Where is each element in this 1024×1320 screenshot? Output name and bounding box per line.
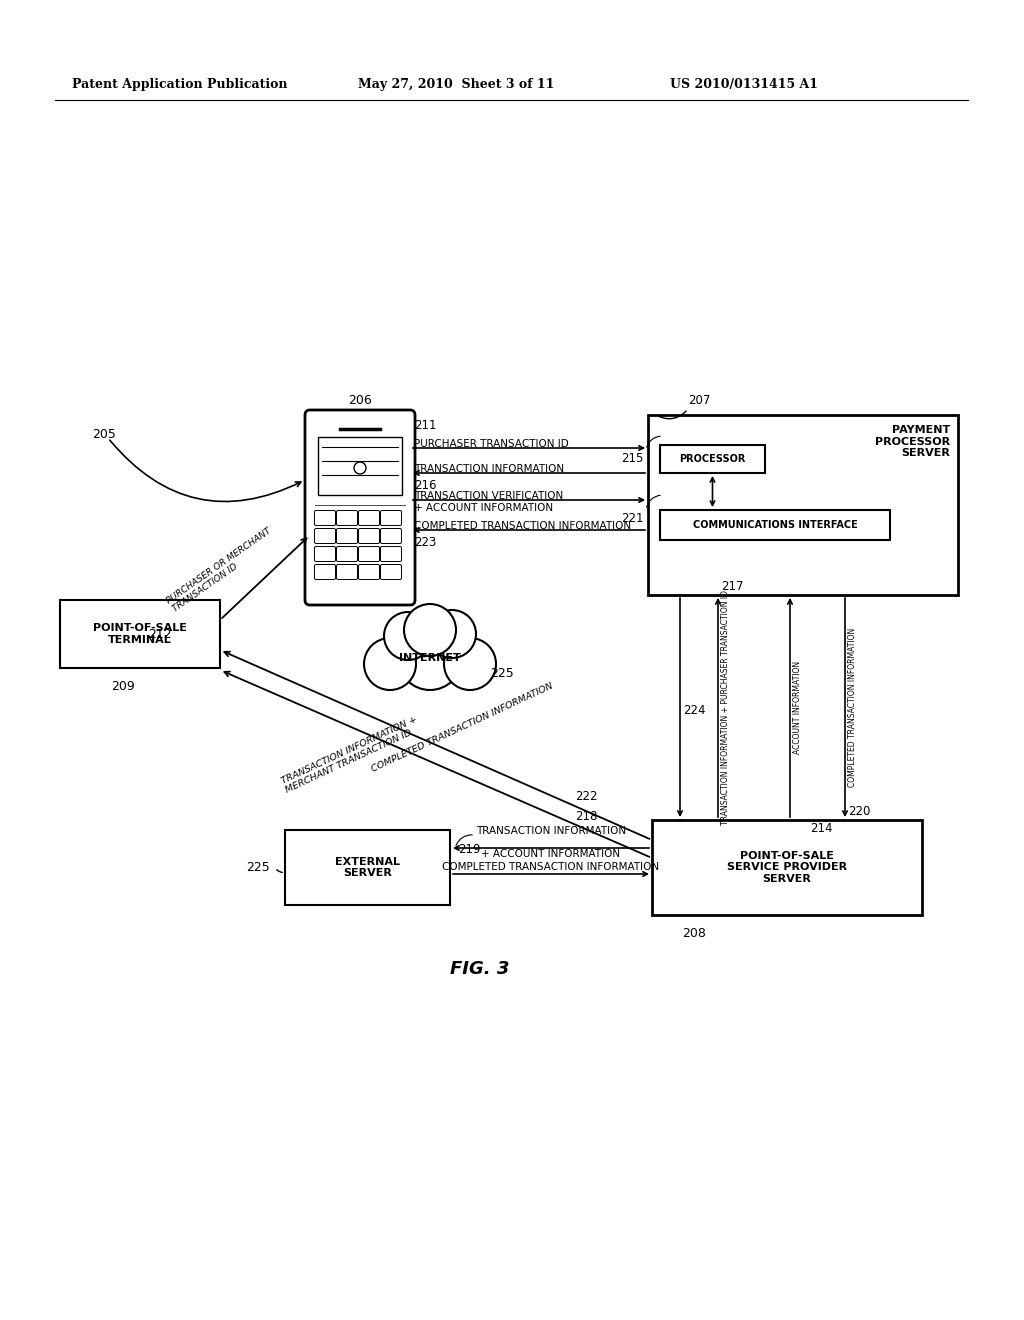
Text: TRANSACTION INFORMATION: TRANSACTION INFORMATION — [476, 826, 626, 836]
Text: 211: 211 — [414, 418, 436, 432]
Bar — [652, 820, 922, 915]
Text: 214: 214 — [811, 822, 833, 836]
Circle shape — [354, 462, 366, 474]
Text: ACCOUNT INFORMATION: ACCOUNT INFORMATION — [793, 661, 802, 754]
Text: TRANSACTION VERIFICATION: TRANSACTION VERIFICATION — [414, 491, 563, 502]
Circle shape — [384, 612, 432, 660]
Bar — [285, 830, 450, 906]
Circle shape — [398, 626, 462, 690]
FancyBboxPatch shape — [305, 411, 415, 605]
Text: Patent Application Publication: Patent Application Publication — [72, 78, 288, 91]
FancyBboxPatch shape — [358, 565, 380, 579]
FancyBboxPatch shape — [314, 546, 336, 561]
FancyBboxPatch shape — [381, 546, 401, 561]
Text: 212: 212 — [148, 628, 172, 642]
Text: 217: 217 — [721, 579, 743, 593]
Text: 207: 207 — [688, 393, 711, 407]
FancyBboxPatch shape — [314, 528, 336, 544]
Bar — [660, 445, 765, 473]
Text: 223: 223 — [414, 536, 436, 549]
FancyBboxPatch shape — [381, 565, 401, 579]
Text: FIG. 3: FIG. 3 — [451, 960, 510, 978]
Text: 206: 206 — [348, 393, 372, 407]
Text: 215: 215 — [622, 451, 644, 465]
Text: 222: 222 — [575, 789, 597, 803]
Text: PURCHASER TRANSACTION ID: PURCHASER TRANSACTION ID — [414, 440, 568, 449]
Bar — [318, 437, 402, 495]
Text: 218: 218 — [575, 810, 597, 822]
FancyBboxPatch shape — [337, 546, 357, 561]
Text: 225: 225 — [246, 861, 270, 874]
Text: EXTERNAL
SERVER: EXTERNAL SERVER — [335, 857, 400, 878]
Text: TRANSACTION INFORMATION + PURCHASER TRANSACTION ID: TRANSACTION INFORMATION + PURCHASER TRAN… — [721, 590, 730, 825]
Text: PROCESSOR: PROCESSOR — [679, 454, 745, 465]
Text: 209: 209 — [112, 680, 135, 693]
FancyBboxPatch shape — [358, 546, 380, 561]
Text: 224: 224 — [683, 704, 706, 717]
FancyBboxPatch shape — [358, 528, 380, 544]
Text: 208: 208 — [682, 927, 706, 940]
FancyBboxPatch shape — [381, 511, 401, 525]
Text: 205: 205 — [92, 428, 116, 441]
Text: POINT-OF-SALE
TERMINAL: POINT-OF-SALE TERMINAL — [93, 623, 187, 644]
FancyBboxPatch shape — [337, 528, 357, 544]
Circle shape — [404, 605, 456, 656]
FancyBboxPatch shape — [337, 511, 357, 525]
Text: 220: 220 — [848, 805, 870, 818]
Text: COMPLETED TRANSACTION INFORMATION: COMPLETED TRANSACTION INFORMATION — [848, 628, 857, 787]
Text: POINT-OF-SALE
SERVICE PROVIDER
SERVER: POINT-OF-SALE SERVICE PROVIDER SERVER — [727, 851, 847, 884]
FancyBboxPatch shape — [314, 511, 336, 525]
Bar — [648, 414, 958, 595]
Circle shape — [428, 610, 476, 657]
Text: + ACCOUNT INFORMATION: + ACCOUNT INFORMATION — [414, 503, 553, 513]
Text: 225: 225 — [490, 667, 514, 680]
Text: TRANSACTION INFORMATION +
MERCHANT TRANSACTION ID: TRANSACTION INFORMATION + MERCHANT TRANS… — [280, 714, 423, 795]
Text: 219: 219 — [458, 843, 480, 855]
Text: 216: 216 — [414, 479, 436, 492]
Text: 221: 221 — [622, 512, 644, 525]
FancyBboxPatch shape — [381, 528, 401, 544]
Text: INTERNET: INTERNET — [399, 653, 461, 663]
FancyBboxPatch shape — [358, 511, 380, 525]
Bar — [660, 510, 890, 540]
Text: COMMUNICATIONS INTERFACE: COMMUNICATIONS INTERFACE — [692, 520, 857, 531]
FancyBboxPatch shape — [314, 565, 336, 579]
Text: PURCHASER OR MERCHANT
TRANSACTION ID: PURCHASER OR MERCHANT TRANSACTION ID — [165, 527, 279, 614]
Text: US 2010/0131415 A1: US 2010/0131415 A1 — [670, 78, 818, 91]
Bar — [60, 601, 220, 668]
Text: TRANSACTION INFORMATION: TRANSACTION INFORMATION — [414, 465, 564, 474]
Text: + ACCOUNT INFORMATION: + ACCOUNT INFORMATION — [481, 849, 621, 859]
Text: COMPLETED TRANSACTION INFORMATION: COMPLETED TRANSACTION INFORMATION — [414, 521, 631, 531]
Text: COMPLETED TRANSACTION INFORMATION: COMPLETED TRANSACTION INFORMATION — [370, 682, 555, 775]
Circle shape — [364, 638, 416, 690]
Text: COMPLETED TRANSACTION INFORMATION: COMPLETED TRANSACTION INFORMATION — [442, 862, 659, 873]
Text: May 27, 2010  Sheet 3 of 11: May 27, 2010 Sheet 3 of 11 — [358, 78, 554, 91]
Circle shape — [444, 638, 496, 690]
Text: PAYMENT
PROCESSOR
SERVER: PAYMENT PROCESSOR SERVER — [874, 425, 950, 458]
FancyBboxPatch shape — [337, 565, 357, 579]
